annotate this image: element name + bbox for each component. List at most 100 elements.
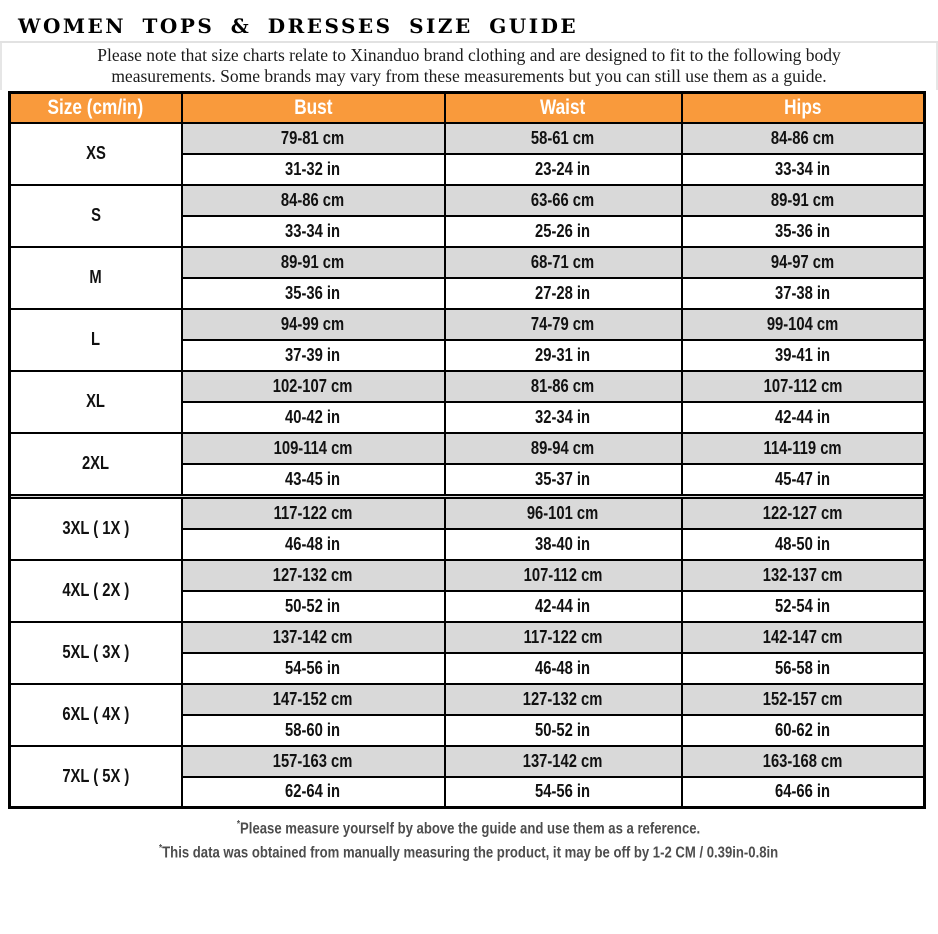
waist-in-value: 32-34 in <box>535 406 591 427</box>
header-bust: Bust <box>180 91 446 124</box>
hips-in-cell: 56-58 in <box>680 651 926 685</box>
waist-in-cell: 32-34 in <box>443 400 683 434</box>
hips-in-value: 60-62 in <box>775 719 831 740</box>
hips-in-cell: 52-54 in <box>680 589 926 623</box>
table-row-in: 62-64 in 54-56 in 64-66 in <box>10 775 926 809</box>
intro-note: Please note that size charts relate to X… <box>0 43 938 90</box>
bust-in-cell: 35-36 in <box>180 276 446 310</box>
size-label: XL <box>86 391 106 411</box>
bust-cm-value: 117-122 cm <box>273 502 353 523</box>
header-hips-label: Hips <box>784 95 822 119</box>
asterisk-mark: * <box>237 819 241 830</box>
size-label: XS <box>85 143 106 163</box>
bust-in-cell: 62-64 in <box>180 775 446 809</box>
hips-cm-value: 132-137 cm <box>762 564 843 585</box>
size-table-head: Size (cm/in) Bust Waist Hips <box>8 91 926 124</box>
table-row-in: 46-48 in 38-40 in 48-50 in <box>10 527 926 561</box>
size-cell: 7XL ( 5X ) <box>8 744 183 809</box>
size-cell: M <box>8 245 183 310</box>
size-cell: 2XL <box>8 431 183 496</box>
hips-in-value: 52-54 in <box>775 595 831 616</box>
bust-in-cell: 33-34 in <box>180 214 446 248</box>
bust-cm-cell: 147-152 cm <box>180 682 446 716</box>
header-hips: Hips <box>680 91 926 124</box>
bust-cm-cell: 117-122 cm <box>180 496 446 530</box>
waist-cm-cell: 81-86 cm <box>443 369 683 403</box>
size-label: S <box>90 205 101 225</box>
size-label: 4XL ( 2X ) <box>62 580 130 600</box>
table-row-in: 31-32 in 23-24 in 33-34 in <box>10 152 926 186</box>
bust-in-cell: 46-48 in <box>180 527 446 561</box>
table-row-in: 54-56 in 46-48 in 56-58 in <box>10 651 926 685</box>
size-label: 5XL ( 3X ) <box>62 642 130 662</box>
size-cell: S <box>8 183 183 248</box>
hips-cm-value: 107-112 cm <box>763 375 843 396</box>
bust-cm-cell: 157-163 cm <box>180 744 446 778</box>
hips-cm-value: 163-168 cm <box>762 750 843 771</box>
waist-in-value: 54-56 in <box>535 781 591 802</box>
waist-cm-value: 58-61 cm <box>531 127 595 148</box>
footnote-manual-measurement: *This data was obtained from manually me… <box>0 839 938 863</box>
waist-cm-cell: 107-112 cm <box>443 558 683 592</box>
waist-in-cell: 50-52 in <box>443 713 683 747</box>
size-label: 2XL <box>82 453 110 473</box>
hips-cm-value: 142-147 cm <box>762 626 843 647</box>
hips-in-value: 48-50 in <box>775 533 831 554</box>
bust-in-value: 58-60 in <box>285 719 341 740</box>
hips-cm-cell: 114-119 cm <box>680 431 926 465</box>
hips-in-cell: 48-50 in <box>680 527 926 561</box>
header-size-label: Size (cm/in) <box>47 95 144 119</box>
bust-cm-cell: 89-91 cm <box>180 245 446 279</box>
bust-cm-cell: 109-114 cm <box>180 431 446 465</box>
waist-cm-cell: 89-94 cm <box>443 431 683 465</box>
footnote-text: Please measure yourself by above the gui… <box>240 820 701 838</box>
hips-cm-cell: 122-127 cm <box>680 496 926 530</box>
waist-cm-value: 81-86 cm <box>531 375 595 396</box>
plus-size-divider <box>8 493 926 499</box>
hips-in-cell: 35-36 in <box>680 214 926 248</box>
table-row-cm: XL 102-107 cm 81-86 cm 107-112 cm <box>8 369 926 434</box>
intro-note-line1: Please note that size charts relate to X… <box>97 45 841 65</box>
waist-in-cell: 29-31 in <box>443 338 683 372</box>
size-label: 6XL ( 4X ) <box>62 704 130 724</box>
size-table: Size (cm/in) Bust Waist Hips XS 79-81 cm 5… <box>8 91 926 809</box>
waist-in-cell: 46-48 in <box>443 651 683 685</box>
bust-in-cell: 50-52 in <box>180 589 446 623</box>
waist-cm-value: 137-142 cm <box>523 750 603 771</box>
waist-cm-cell: 68-71 cm <box>443 245 683 279</box>
waist-cm-value: 89-94 cm <box>531 437 595 458</box>
table-row-in: 50-52 in 42-44 in 52-54 in <box>10 589 926 623</box>
waist-cm-value: 107-112 cm <box>523 564 603 585</box>
footnote-text: This data was obtained from manually mea… <box>162 844 779 862</box>
size-cell: 4XL ( 2X ) <box>8 558 183 623</box>
hips-cm-cell: 107-112 cm <box>680 369 926 403</box>
bust-cm-value: 102-107 cm <box>273 375 353 396</box>
waist-in-cell: 25-26 in <box>443 214 683 248</box>
hips-in-cell: 37-38 in <box>680 276 926 310</box>
size-cell: 6XL ( 4X ) <box>8 682 183 747</box>
table-row-cm: XS 79-81 cm 58-61 cm 84-86 cm <box>8 121 926 186</box>
hips-in-value: 42-44 in <box>775 406 831 427</box>
hips-cm-cell: 84-86 cm <box>680 121 926 155</box>
waist-cm-value: 74-79 cm <box>531 313 595 334</box>
hips-in-value: 37-38 in <box>775 282 831 303</box>
bust-in-value: 35-36 in <box>285 282 341 303</box>
waist-in-value: 46-48 in <box>535 657 591 678</box>
page-title: WOMEN TOPS & DRESSES SIZE GUIDE <box>18 14 579 38</box>
hips-cm-value: 152-157 cm <box>762 688 843 709</box>
bust-in-value: 31-32 in <box>285 158 341 179</box>
waist-cm-cell: 137-142 cm <box>443 744 683 778</box>
size-cell: L <box>8 307 183 372</box>
bust-in-cell: 43-45 in <box>180 462 446 496</box>
table-row-cm: 7XL ( 5X ) 157-163 cm 137-142 cm 163-168 cm <box>8 744 926 809</box>
bust-cm-value: 147-152 cm <box>273 688 353 709</box>
header-bust-label: Bust <box>293 95 333 119</box>
bust-in-value: 54-56 in <box>285 657 341 678</box>
bust-cm-cell: 84-86 cm <box>180 183 446 217</box>
hips-in-value: 64-66 in <box>775 781 831 802</box>
table-row-cm: M 89-91 cm 68-71 cm 94-97 cm <box>8 245 926 310</box>
hips-cm-cell: 152-157 cm <box>680 682 926 716</box>
bust-cm-cell: 102-107 cm <box>180 369 446 403</box>
size-label: 3XL ( 1X ) <box>62 518 130 538</box>
